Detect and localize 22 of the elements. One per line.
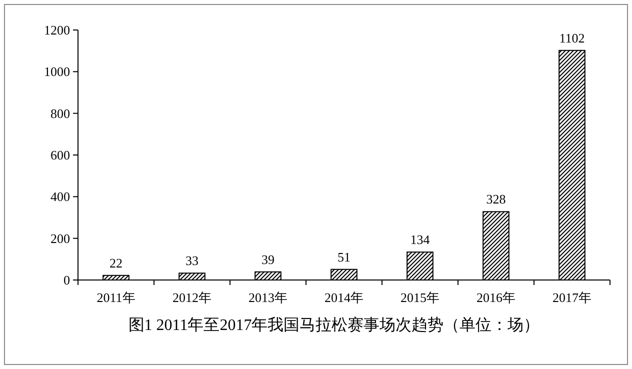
y-tick-label: 400 bbox=[50, 189, 70, 204]
text: 图1 2011年至2017年我国马拉松赛事场次趋势（单位：场） bbox=[128, 316, 540, 334]
y-tick-label: 1000 bbox=[44, 64, 70, 80]
data-label: 39 bbox=[262, 252, 274, 267]
x-tick-label: 2014年 bbox=[324, 290, 364, 305]
data-label: 51 bbox=[338, 249, 350, 264]
data-label: 1102 bbox=[559, 30, 585, 46]
data-label: 33 bbox=[186, 253, 198, 268]
x-tick-label: 2013年 bbox=[248, 290, 288, 305]
y-tick-label: 200 bbox=[50, 230, 70, 246]
x-tick-label: 2015年 bbox=[400, 290, 440, 305]
x-tick-label: 2011年 bbox=[96, 290, 136, 305]
data-label: 22 bbox=[110, 255, 122, 270]
y-tick-label: 600 bbox=[50, 148, 70, 162]
y-tick-label: 800 bbox=[50, 106, 70, 121]
x-tick-label: 2016年 bbox=[476, 290, 516, 305]
x-tick-label: 2017年 bbox=[552, 290, 592, 305]
x-tick-label: 2012年 bbox=[172, 290, 212, 305]
data-label: 134 bbox=[410, 232, 430, 248]
data-label: 328 bbox=[486, 192, 506, 207]
y-tick-label: 0 bbox=[64, 272, 70, 288]
y-tick-label: 1200 bbox=[44, 22, 70, 38]
